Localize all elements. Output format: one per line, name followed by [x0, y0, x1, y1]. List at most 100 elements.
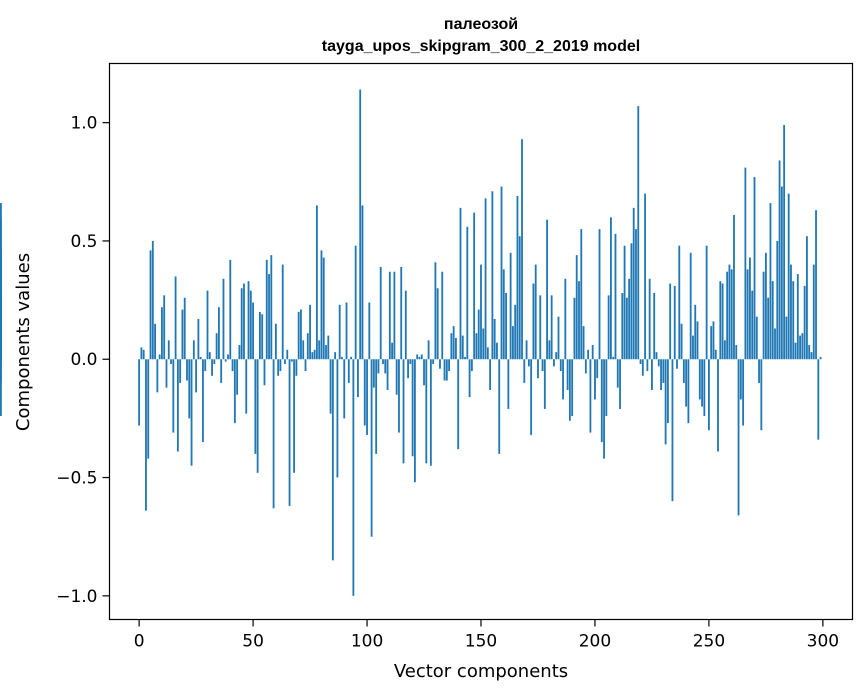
- bar: [167, 340, 170, 360]
- bar: [293, 359, 296, 473]
- bar: [550, 295, 553, 360]
- bar: [429, 359, 432, 466]
- bar: [231, 359, 234, 372]
- bar: [459, 207, 462, 360]
- bar: [345, 302, 348, 360]
- bar: [290, 359, 293, 362]
- bar: [537, 359, 539, 379]
- bar: [762, 271, 765, 360]
- bar: [297, 311, 300, 360]
- y-tick-label: 0.5: [70, 232, 97, 252]
- bar: [268, 274, 270, 360]
- x-tick-label: 100: [351, 632, 383, 652]
- chart-subtitle: tayga_upos_skipgram_300_2_2019 model: [322, 38, 640, 55]
- bar: [222, 278, 225, 360]
- bar: [161, 307, 163, 360]
- bar: [199, 356, 202, 360]
- bar: [288, 359, 291, 506]
- bar: [685, 359, 688, 407]
- bar: [163, 295, 166, 360]
- bar: [0, 359, 2, 362]
- bar: [215, 333, 218, 360]
- bar: [206, 290, 209, 360]
- y-tick-label: 1.0: [70, 114, 97, 134]
- bar: [610, 217, 612, 360]
- bar: [566, 359, 569, 390]
- bar: [594, 359, 596, 400]
- bar: [402, 359, 405, 464]
- bar: [211, 359, 213, 376]
- bar: [516, 195, 519, 360]
- bar: [186, 359, 188, 381]
- bar: [486, 347, 489, 360]
- bar: [304, 359, 307, 372]
- bar: [368, 302, 371, 360]
- bar: [819, 356, 822, 360]
- bar: [589, 359, 592, 433]
- bar: [240, 288, 243, 360]
- bar: [220, 359, 223, 383]
- bar: [657, 359, 660, 367]
- bar: [696, 321, 699, 360]
- bar: [436, 288, 439, 360]
- bar: [470, 359, 473, 372]
- bar: [313, 349, 316, 360]
- bar: [639, 359, 642, 364]
- bar: [192, 340, 195, 360]
- bar: [174, 276, 177, 360]
- bar: [735, 345, 738, 360]
- bar: [505, 293, 507, 360]
- bar: [384, 359, 387, 374]
- bar: [379, 266, 382, 360]
- bar: [284, 359, 286, 364]
- bar: [689, 252, 692, 360]
- bar: [705, 245, 708, 360]
- bar: [628, 278, 631, 360]
- bar: [785, 316, 788, 360]
- bar: [548, 340, 551, 360]
- x-axis-label: Vector components: [394, 661, 568, 682]
- bar: [343, 359, 346, 419]
- bar: [325, 345, 327, 360]
- bar: [448, 359, 450, 372]
- bar: [605, 359, 608, 417]
- bar: [721, 283, 724, 360]
- bar: [334, 352, 337, 360]
- bar: [621, 293, 624, 360]
- bar: [774, 328, 776, 360]
- bar: [769, 203, 772, 360]
- bar: [224, 359, 227, 362]
- bar: [455, 337, 457, 360]
- bar: [502, 269, 505, 360]
- bar: [0, 359, 2, 417]
- bar: [142, 349, 145, 360]
- bar: [286, 349, 289, 360]
- bar: [678, 245, 681, 360]
- bar: [671, 359, 674, 502]
- bar: [546, 219, 548, 360]
- bar: [341, 356, 343, 360]
- bar: [149, 250, 152, 360]
- bar: [758, 359, 760, 383]
- bar: [749, 257, 751, 360]
- bar: [612, 356, 615, 360]
- bar: [703, 359, 706, 417]
- bar: [523, 359, 526, 383]
- bar: [746, 269, 749, 360]
- bar: [744, 167, 747, 360]
- bar: [252, 302, 254, 360]
- bar: [473, 212, 476, 360]
- bar: [477, 309, 480, 360]
- bar: [450, 333, 453, 360]
- bar: [277, 359, 280, 376]
- bar: [778, 160, 781, 360]
- bar: [409, 359, 412, 364]
- bar: [708, 359, 710, 431]
- bar: [217, 307, 220, 360]
- bar: [723, 340, 726, 360]
- bar: [147, 359, 150, 459]
- bar: [582, 326, 585, 360]
- bar: [562, 359, 564, 400]
- bar: [420, 354, 423, 360]
